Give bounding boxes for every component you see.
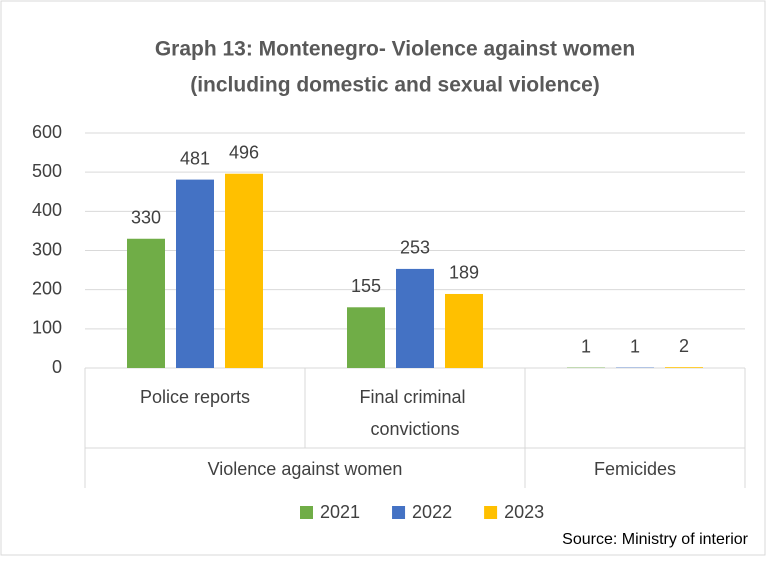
legend-swatch (484, 506, 497, 519)
data-label: 253 (400, 238, 430, 258)
legend-label: 2023 (504, 502, 544, 522)
group-label: Violence against women (208, 459, 403, 479)
y-tick-label: 500 (32, 161, 62, 181)
data-label: 155 (351, 276, 381, 296)
bar (225, 174, 263, 368)
bar (396, 269, 434, 368)
y-tick-label: 400 (32, 200, 62, 220)
y-tick-label: 100 (32, 318, 62, 338)
data-label: 496 (229, 142, 259, 162)
data-label: 481 (180, 148, 210, 168)
data-label: 1 (630, 336, 640, 356)
bar (176, 180, 214, 368)
y-tick-label: 300 (32, 239, 62, 259)
bar (445, 294, 483, 368)
legend-swatch (392, 506, 405, 519)
chart-title: (including domestic and sexual violence) (190, 74, 600, 97)
bar (127, 239, 165, 368)
legend-label: 2021 (320, 502, 360, 522)
data-label: 2 (679, 336, 689, 356)
y-tick-label: 0 (52, 357, 62, 377)
legend-swatch (300, 506, 313, 519)
x-tick-label: Police reports (140, 387, 250, 407)
data-label: 330 (131, 208, 161, 228)
y-tick-label: 200 (32, 278, 62, 298)
group-label: Femicides (594, 459, 676, 479)
legend-label: 2022 (412, 502, 452, 522)
bar (347, 307, 385, 368)
source-note: Source: Ministry of interior (562, 531, 749, 548)
data-label: 1 (581, 336, 591, 356)
chart-title: Graph 13: Montenegro- Violence against w… (155, 38, 635, 61)
data-label: 189 (449, 263, 479, 283)
y-tick-label: 600 (32, 122, 62, 142)
bar (665, 367, 703, 368)
